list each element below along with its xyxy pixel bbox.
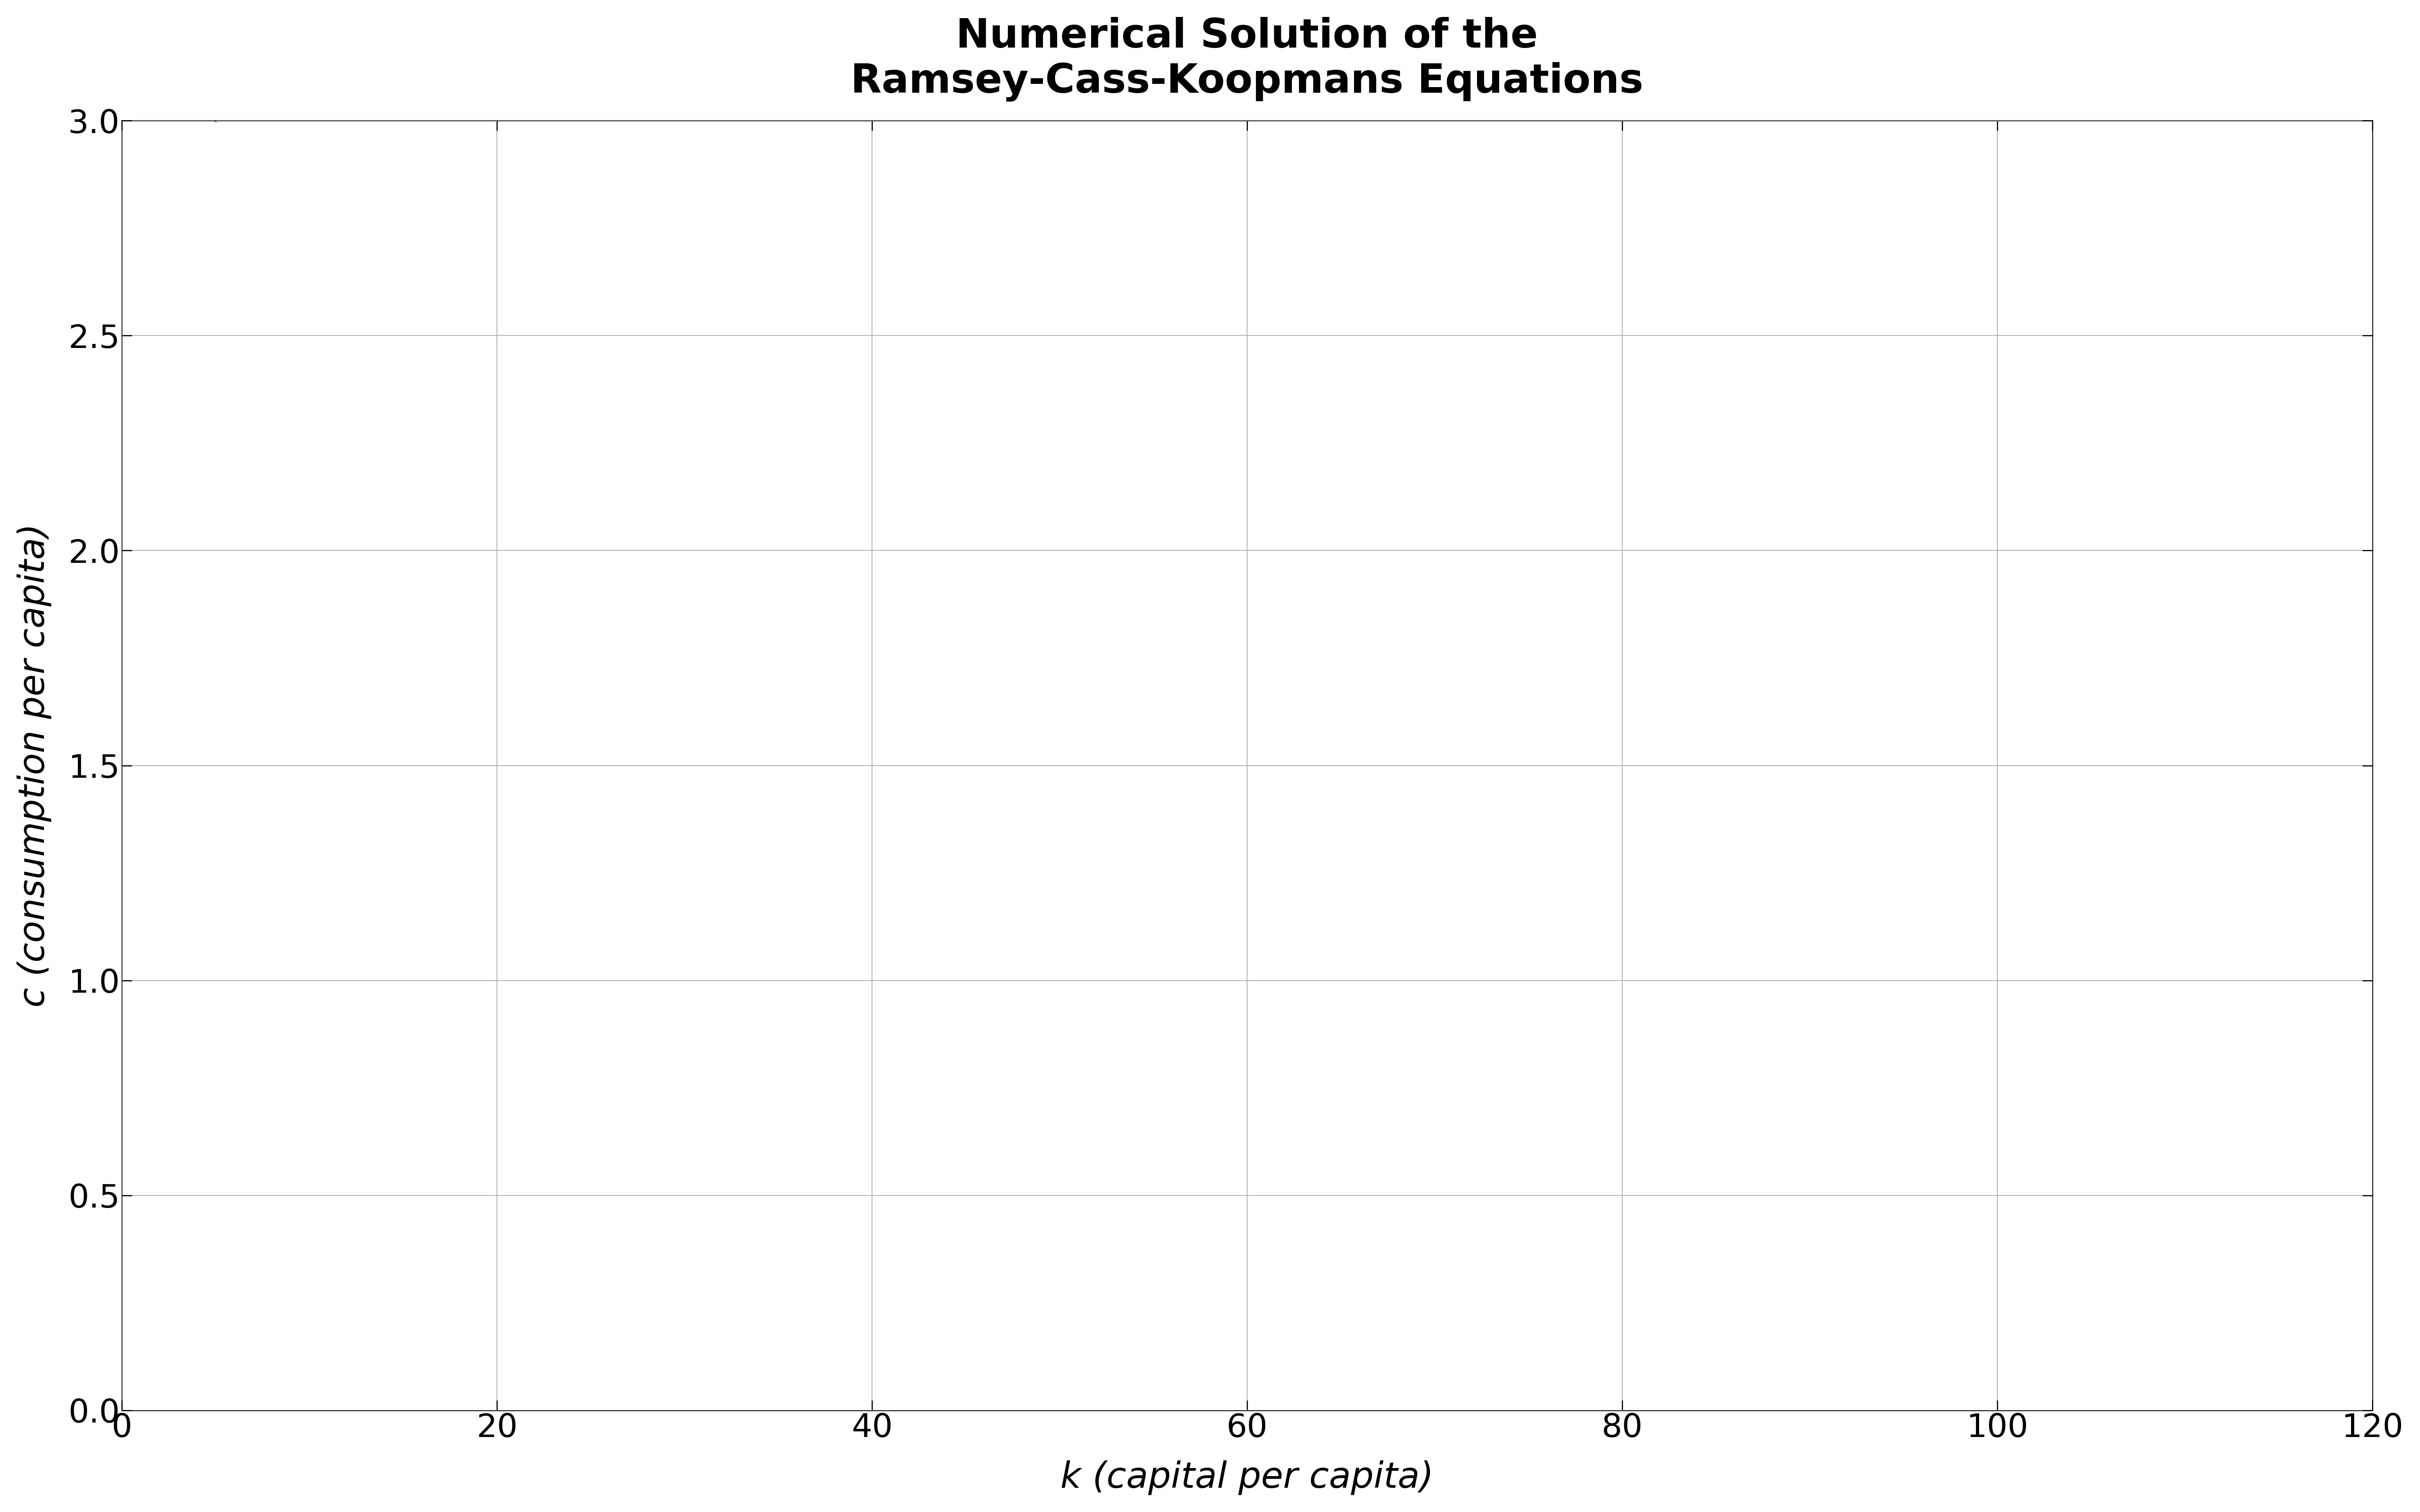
Title: Numerical Solution of the
Ramsey-Cass-Koopmans Equations: Numerical Solution of the Ramsey-Cass-Ko… — [852, 17, 1643, 101]
Y-axis label: c (consumption per capita): c (consumption per capita) — [17, 523, 51, 1007]
X-axis label: k (capital per capita): k (capital per capita) — [1060, 1461, 1433, 1495]
